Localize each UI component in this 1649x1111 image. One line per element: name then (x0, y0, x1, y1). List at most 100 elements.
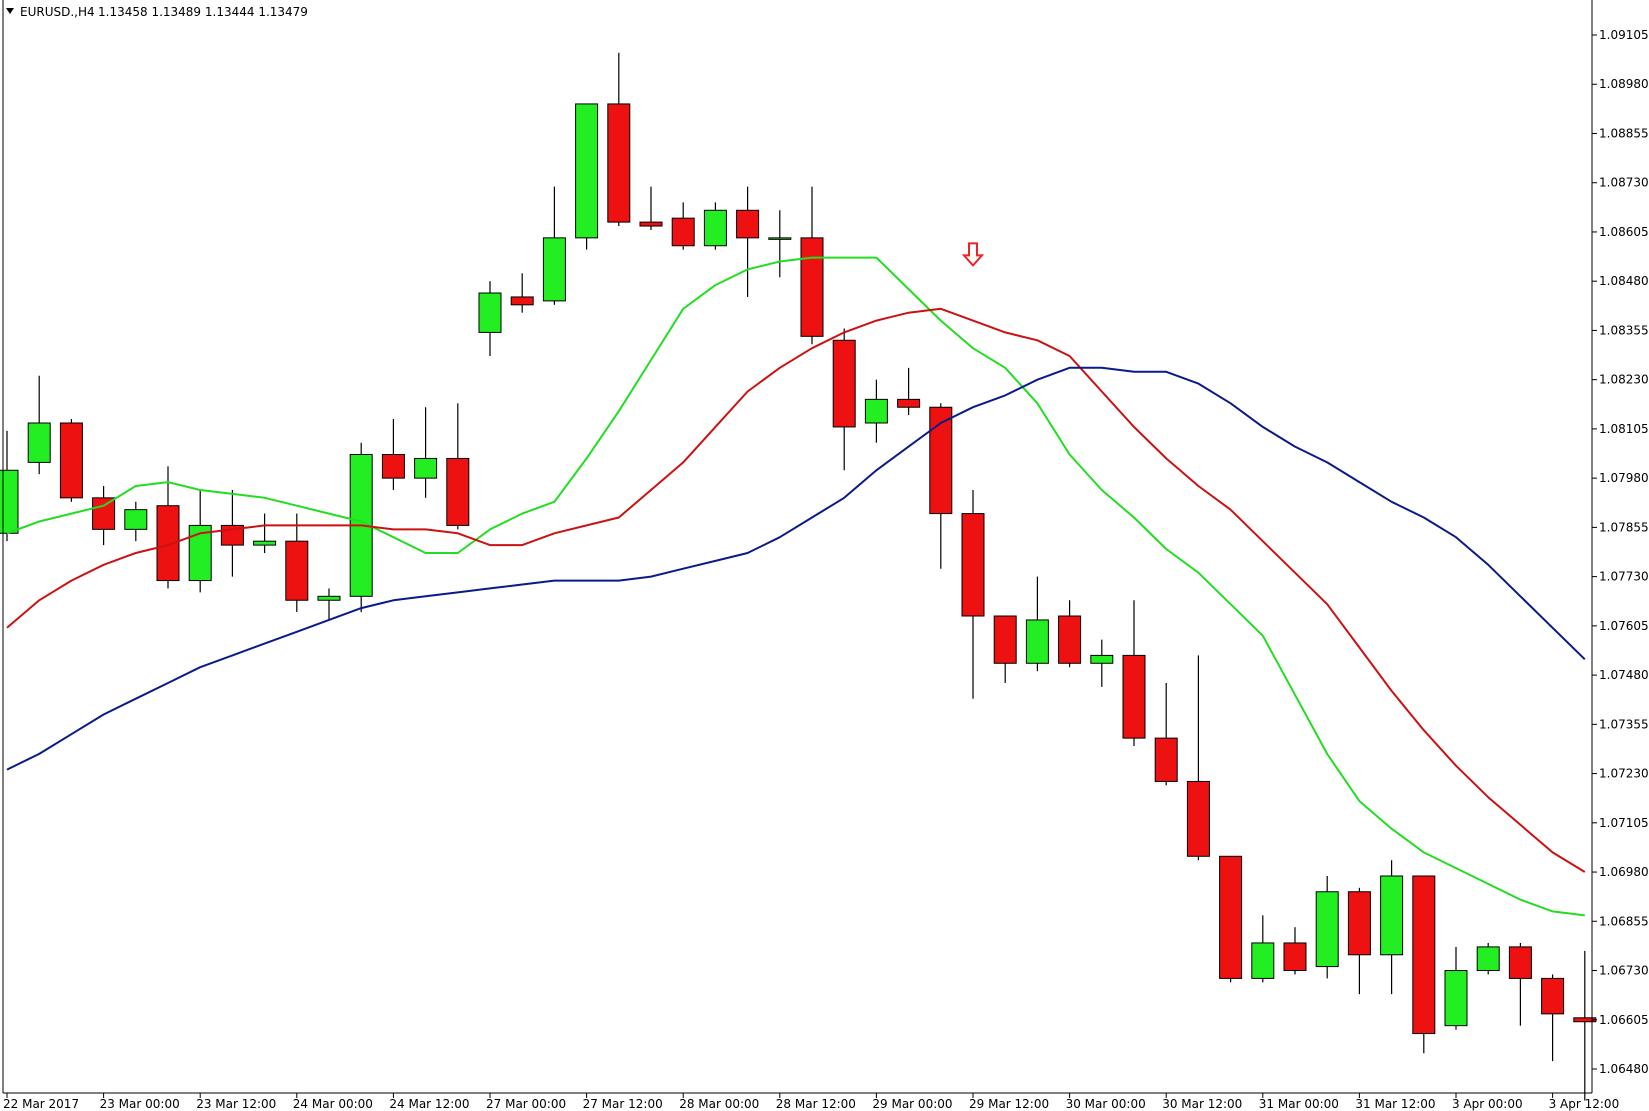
candle (510, 273, 534, 313)
dropdown-triangle-icon[interactable] (6, 8, 14, 14)
bull-candle-body (124, 509, 148, 530)
bull-candle-body (703, 209, 727, 247)
bear-candle-body (1283, 942, 1307, 972)
bear-candle-body (607, 103, 631, 223)
candle (1025, 576, 1049, 672)
bull-candle-body (1025, 619, 1049, 664)
signal-layer (961, 242, 985, 267)
bull-candle-body (1380, 875, 1404, 956)
bull-candle-body (414, 457, 438, 479)
candle (27, 375, 51, 475)
bear-candle-body (446, 457, 470, 526)
candle (1541, 974, 1565, 1062)
candle (92, 486, 116, 546)
plot-frame (2, 0, 1593, 1094)
candle (929, 403, 953, 569)
candles-layer (0, 52, 1597, 1101)
bear-candle-body (961, 513, 985, 617)
time-tick-label: 24 Mar 00:00 (293, 1097, 373, 1111)
price-tick-label: 1.06980 (1599, 865, 1649, 879)
time-tick-label: 30 Mar 12:00 (1162, 1097, 1242, 1111)
time-tick-label: 28 Mar 12:00 (776, 1097, 856, 1111)
time-tick-label: 30 Mar 00:00 (1066, 1097, 1146, 1111)
bull-candle-body (27, 422, 51, 463)
bear-candle-body (1154, 737, 1178, 782)
candle (832, 328, 856, 471)
price-tick-label: 1.08855 (1599, 126, 1649, 140)
bull-candle-body (1444, 970, 1468, 1027)
bull-candle-body (864, 398, 888, 424)
bull-candle-body (1476, 946, 1500, 972)
price-tick-label: 1.08230 (1599, 373, 1649, 387)
candle (1476, 942, 1500, 975)
bull-candle-body (768, 237, 792, 240)
symbol-label: EURUSD.,H4 (20, 5, 95, 19)
candle (864, 379, 888, 443)
candle (381, 419, 405, 490)
candle (961, 489, 985, 699)
candle (1251, 915, 1275, 983)
bear-candle-body (929, 406, 953, 515)
time-tick-label: 23 Mar 00:00 (100, 1097, 180, 1111)
time-tick-label: 22 Mar 2017 (3, 1097, 79, 1111)
sell-signal-arrow-icon (961, 242, 985, 267)
price-tick-label: 1.08105 (1599, 422, 1649, 436)
candle (993, 615, 1017, 683)
candle (59, 419, 83, 502)
candle (736, 186, 760, 297)
price-tick-label: 1.09105 (1599, 28, 1649, 42)
price-tick-label: 1.07730 (1599, 570, 1649, 584)
candle (188, 489, 212, 593)
price-tick-label: 1.07105 (1599, 816, 1649, 830)
time-tick-label: 3 Apr 12:00 (1549, 1097, 1620, 1111)
candle (1283, 927, 1307, 975)
candle (768, 210, 792, 278)
price-tick-label: 1.07230 (1599, 767, 1649, 781)
candle (1090, 639, 1114, 687)
candle (1186, 655, 1210, 861)
bear-candle-body (1508, 946, 1532, 979)
candle (1315, 875, 1339, 979)
candle (414, 407, 438, 498)
time-tick-label: 29 Mar 12:00 (969, 1097, 1049, 1111)
bear-candle-body (156, 505, 180, 582)
bear-candle-body (1219, 855, 1243, 979)
time-tick-label: 31 Mar 00:00 (1259, 1097, 1339, 1111)
bear-candle-body (92, 497, 116, 530)
bull-candle-body (575, 103, 599, 239)
bear-candle-body (832, 339, 856, 428)
candle (671, 202, 695, 250)
price-tick-label: 1.07605 (1599, 619, 1649, 633)
time-tick-label: 27 Mar 12:00 (583, 1097, 663, 1111)
candle (542, 186, 566, 305)
candle (478, 281, 502, 357)
price-tick-label: 1.07480 (1599, 668, 1649, 682)
ohlc-readout: 1.13458 1.13489 1.13444 1.13479 (98, 5, 308, 19)
bear-candle-body (285, 540, 309, 601)
bear-candle-body (1186, 780, 1210, 857)
candle (156, 466, 180, 589)
price-tick-label: 1.06605 (1599, 1013, 1649, 1027)
price-tick-label: 1.06730 (1599, 964, 1649, 978)
moving-averages-layer (6, 256, 1586, 917)
price-axis: 1.09105 1.08980 1.08855 1.08730 1.08605 1.084… (1592, 28, 1649, 1076)
bull-candle-body (188, 524, 212, 582)
price-tick-label: 1.08480 (1599, 274, 1649, 288)
candle (575, 103, 599, 250)
bear-candle-body (59, 422, 83, 499)
time-tick-label: 23 Mar 12:00 (196, 1097, 276, 1111)
bull-candle-body (1315, 891, 1339, 968)
bear-candle-body (1412, 875, 1436, 1035)
candle (703, 202, 727, 250)
time-tick-label: 28 Mar 00:00 (679, 1097, 759, 1111)
candle (446, 403, 470, 530)
price-tick-label: 1.07980 (1599, 471, 1649, 485)
candle (607, 52, 631, 227)
bull-candle-body (478, 292, 502, 333)
ma-fast-line (6, 256, 1585, 917)
price-tick-label: 1.07355 (1599, 717, 1649, 731)
time-tick-label: 31 Mar 12:00 (1355, 1097, 1435, 1111)
bear-candle-body (993, 615, 1017, 664)
